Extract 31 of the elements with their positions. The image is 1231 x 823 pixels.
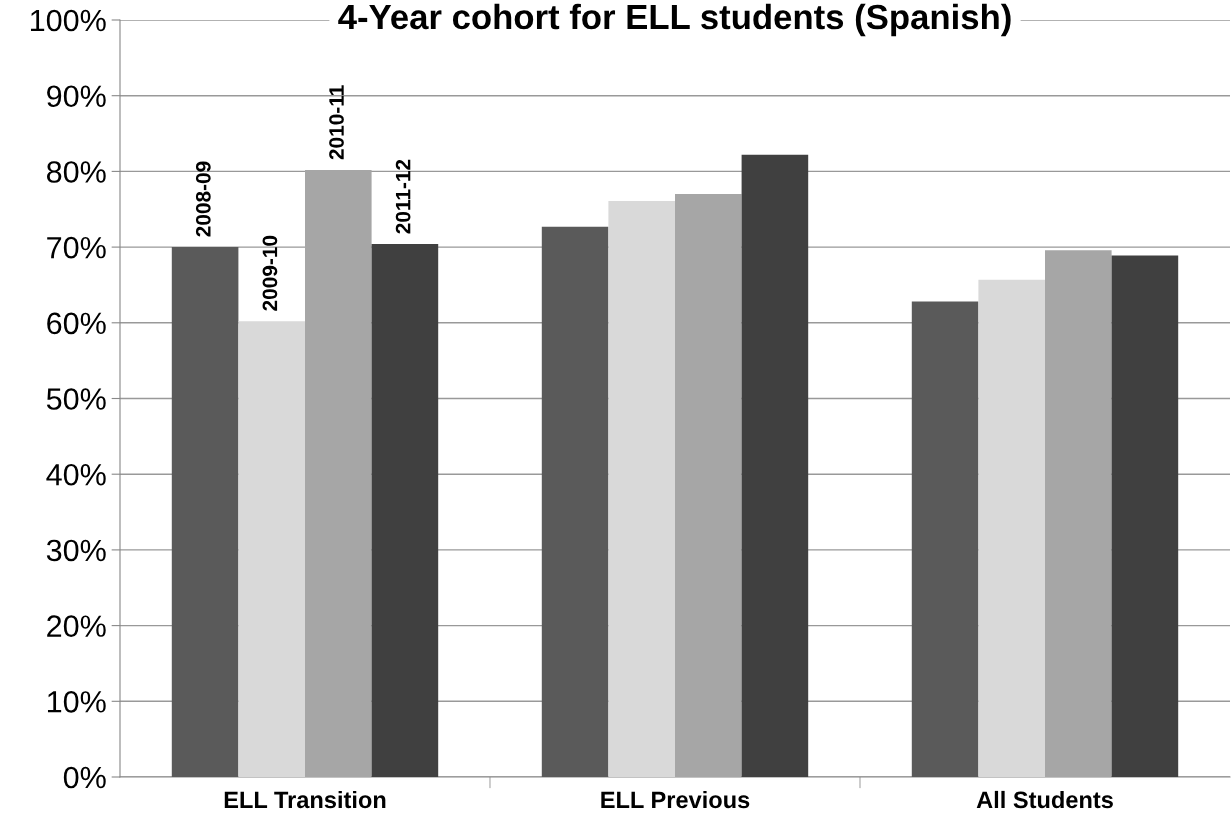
text: 2011-12 <box>395 159 411 234</box>
bar <box>305 169 372 777</box>
bar <box>541 226 609 777</box>
y-tick-label: 70% <box>47 236 106 259</box>
bar <box>978 279 1045 777</box>
text: 2008-09 <box>195 161 211 237</box>
y-tick-label: 50% <box>46 388 106 410</box>
bar <box>911 301 979 777</box>
x-tick-label: ELL Transition <box>224 790 386 809</box>
x-tick-label: ELL Previous <box>601 790 750 809</box>
y-tick-label: 10% <box>47 691 106 713</box>
bar <box>608 200 675 777</box>
bar <box>171 247 239 777</box>
bar <box>371 244 439 777</box>
y-tick-label: 40% <box>46 463 106 486</box>
bar <box>675 194 742 777</box>
text: 2010-11 <box>329 85 344 160</box>
text: 2009-10 <box>262 235 278 311</box>
y-tick-label: 0% <box>63 766 106 789</box>
x-tick-label: All Students <box>976 790 1113 809</box>
bar <box>1045 250 1112 777</box>
y-tick-label: 90% <box>47 85 106 108</box>
y-tick-label: 60% <box>47 312 106 335</box>
bar <box>238 321 305 777</box>
bar <box>741 154 809 777</box>
y-tick-label: 30% <box>46 539 106 562</box>
y-tick-label: 80% <box>46 161 106 183</box>
chart-title: 4-Year cohort for ELL students (Spanish) <box>338 3 1011 37</box>
y-tick-label: 100% <box>30 9 106 32</box>
y-tick-label: 20% <box>47 615 106 637</box>
bar <box>1111 255 1179 777</box>
